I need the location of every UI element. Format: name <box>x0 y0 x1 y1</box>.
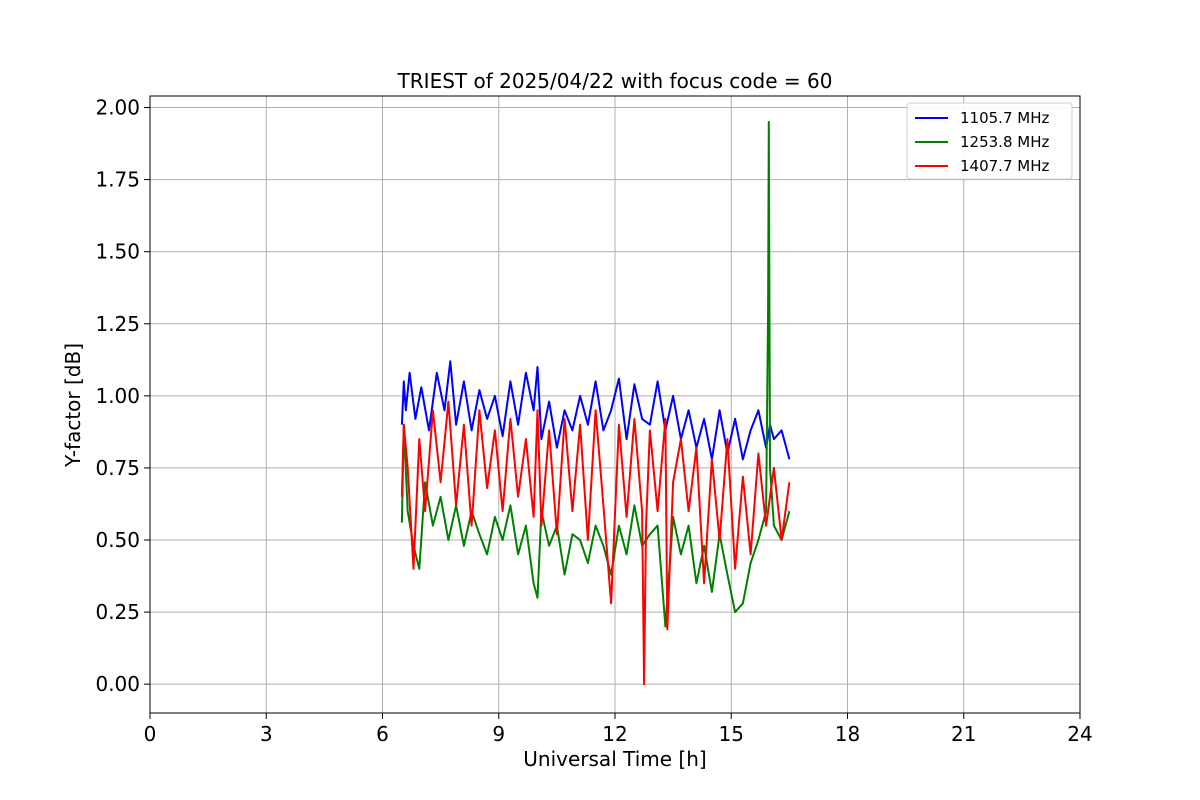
y-axis-label: Y-factor [dB] <box>61 343 85 468</box>
x-tick-label: 21 <box>951 722 976 746</box>
x-tick-label: 18 <box>835 722 860 746</box>
x-axis-label: Universal Time [h] <box>523 747 706 771</box>
legend-label-2: 1253.8 MHz <box>960 133 1049 151</box>
legend-label-1: 1105.7 MHz <box>960 109 1049 127</box>
y-tick-label: 0.75 <box>95 456 140 480</box>
x-tick-label: 15 <box>719 722 744 746</box>
legend-label-3: 1407.7 MHz <box>960 157 1049 175</box>
legend-box <box>906 102 1073 180</box>
y-tick-label: 1.25 <box>95 312 140 336</box>
x-tick-label: 9 <box>492 722 505 746</box>
x-tick-label: 0 <box>144 722 157 746</box>
series-line-3 <box>400 400 791 686</box>
plot-series <box>400 120 791 686</box>
x-tick-label: 6 <box>376 722 389 746</box>
y-axis-ticks: 0.00 0.25 0.50 0.75 1.00 1.25 1.50 1.75 2.00 <box>95 96 150 696</box>
y-tick-label: 0.50 <box>95 528 140 552</box>
x-axis-ticks: 0 3 6 9 12 15 18 21 24 <box>144 713 1093 746</box>
y-tick-label: 1.50 <box>95 240 140 264</box>
y-tick-label: 0.25 <box>95 600 140 624</box>
y-tick-label: 1.00 <box>95 384 140 408</box>
x-tick-label: 3 <box>260 722 273 746</box>
chart-title: TRIEST of 2025/04/22 with focus code = 6… <box>397 69 833 93</box>
legend: 1105.7 MHz 1253.8 MHz 1407.7 MHz <box>906 102 1073 180</box>
y-tick-label: 1.75 <box>95 168 140 192</box>
series-line-2 <box>400 120 791 628</box>
x-tick-label: 24 <box>1067 722 1092 746</box>
x-tick-label: 12 <box>602 722 627 746</box>
y-tick-label: 0.00 <box>95 672 140 696</box>
y-tick-label: 2.00 <box>95 96 140 120</box>
